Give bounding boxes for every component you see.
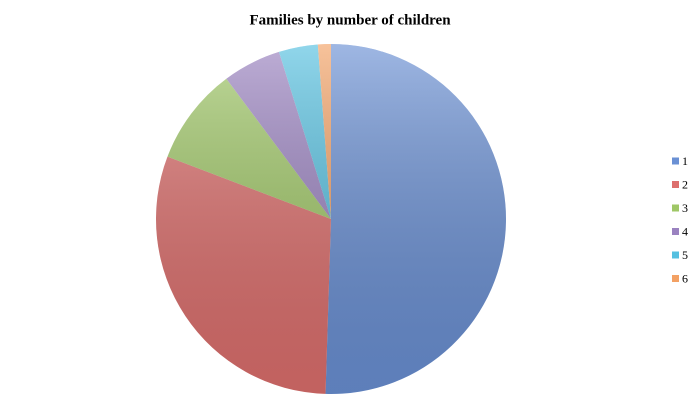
legend-label: 1 bbox=[682, 154, 688, 168]
legend-swatch bbox=[672, 204, 679, 212]
legend-label: 4 bbox=[682, 224, 688, 238]
legend-label: 3 bbox=[682, 201, 688, 215]
pie-slice bbox=[325, 43, 507, 394]
legend-label: 2 bbox=[682, 177, 688, 191]
legend-swatch bbox=[672, 275, 679, 282]
legend-label: 5 bbox=[682, 248, 688, 262]
chart-title: Families by number of children bbox=[249, 12, 451, 28]
legend-swatch bbox=[672, 181, 679, 188]
legend-swatch bbox=[672, 157, 679, 165]
legend-swatch bbox=[672, 228, 679, 235]
legend-swatch bbox=[672, 251, 679, 259]
legend-label: 6 bbox=[682, 271, 688, 285]
